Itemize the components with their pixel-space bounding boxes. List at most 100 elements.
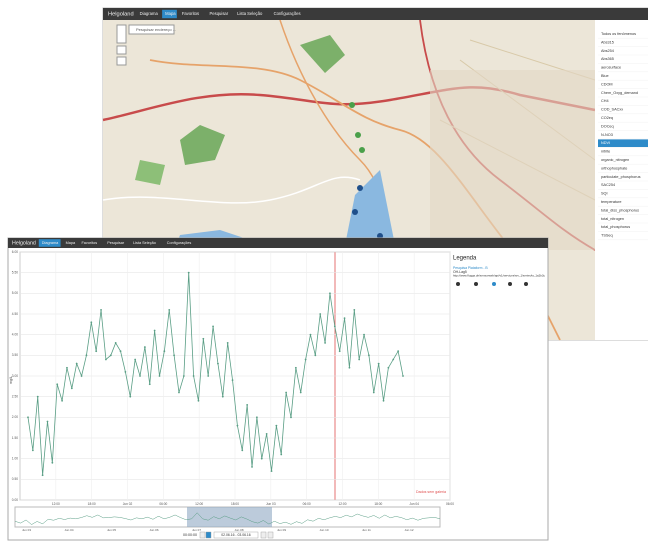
phenomenon[interactable]: SAC254 [601,183,615,187]
data-point [163,350,165,352]
phenomenon[interactable]: particulate_phosphorus [601,175,641,179]
y-tick-label: 5.50 [12,271,18,275]
data-point [120,350,122,352]
legend-action[interactable] [456,282,460,286]
data-point [237,425,239,427]
control-button[interactable] [206,532,211,538]
phenomenon[interactable]: total_diss_phosphorus [601,208,639,212]
y-tick-label: 0.00 [12,498,18,502]
data-point [344,317,346,319]
nav-item[interactable]: Favoritos [182,11,199,16]
phenomenon[interactable]: Abs254 [601,49,614,53]
data-point [149,383,151,385]
control-button[interactable] [261,532,266,538]
phenomenon[interactable]: Chem_Oxyg_demand [601,91,638,95]
nav-item[interactable]: Pesquisar [107,241,125,245]
nav-item[interactable]: Lista Seleção [133,241,156,245]
phenomenon[interactable]: Abs315 [601,40,614,44]
data-point [100,309,102,311]
data-point [324,342,326,344]
data-point [392,359,394,361]
data-point [305,359,307,361]
data-point [193,375,195,377]
legend-action[interactable] [474,282,478,286]
overview-selection[interactable] [187,507,272,527]
control-time: 00:00:00 [183,533,197,537]
y-tick-label: 2.50 [12,395,18,399]
x-tick-label: Jun 02 [123,502,133,506]
data-point [183,375,185,377]
phenomenon[interactable]: CO2eq [601,116,613,120]
nav-item[interactable]: Configurações [274,11,301,16]
phenomenon[interactable]: N-NO3 [601,133,613,137]
overview-label: Jun 07 [192,528,201,532]
data-point [47,421,49,423]
data-point [173,354,175,356]
nav-item[interactable]: Diagrama [140,11,159,16]
phenomenon[interactable]: TSSeq [601,234,613,238]
legend-station: OH-Lag5 [453,270,467,274]
data-point [86,354,88,356]
data-point [51,462,53,464]
nav-item[interactable]: Diagrama [42,241,59,245]
data-point [397,350,399,352]
phenomenon[interactable]: DOCeq [601,124,614,128]
data-point [383,400,385,402]
nav-item[interactable]: Pesquisar [210,11,229,16]
phenomenon[interactable]: total_nitrogen [601,217,624,221]
legend-action[interactable] [492,282,496,286]
overview-label: Jun 10 [320,528,329,532]
nav-item[interactable]: Mapa [165,11,176,16]
data-point [271,470,273,472]
data-point [139,375,141,377]
overview-label: Jun 08 [235,528,244,532]
x-tick-label: 12:00 [339,502,347,506]
overview-label: Jun 12 [405,528,414,532]
data-point [222,396,224,398]
phenomenon[interactable]: Todos os fenômenos [601,32,636,36]
phenomenon[interactable]: orthophosphate [601,166,627,170]
phenomenon[interactable]: NDVI [601,141,610,145]
data-point [373,392,375,394]
data-point [212,326,214,328]
phenomenon[interactable]: SQI [601,192,608,196]
nav-item[interactable]: Lista Seleção [237,11,263,16]
phenomenon[interactable]: Blue [601,74,609,78]
data-point [217,363,219,365]
data-point [76,363,78,365]
data-point [202,338,204,340]
data-point [339,350,341,352]
control-button[interactable] [200,532,205,538]
y-tick-label: 1.00 [12,457,18,461]
page: {"map_window": { "nav": ["Helgoland", "D… [0,0,648,542]
legend-action[interactable] [508,282,512,286]
overview-label: Jun 09 [277,528,286,532]
phenomenon[interactable]: CH4 [601,99,609,103]
y-tick-label: 4.00 [12,333,18,337]
data-point [232,379,234,381]
nav-item[interactable]: Favoritos [81,241,97,245]
legend-url: http://www.fluggs.de/sensorweb/api/v1/se… [453,275,546,278]
control-button[interactable] [268,532,273,538]
phenomenon[interactable]: Abs365 [601,57,614,61]
x-tick-label: Jun 04 [409,502,419,506]
x-tick-label: 06:00 [159,502,167,506]
data-point [159,375,161,377]
phenomenon[interactable]: aerosurface [601,66,621,70]
data-point [402,375,404,377]
data-point [310,334,312,336]
phenomenon[interactable]: total_phosphorus [601,225,630,229]
phenomenon[interactable]: COD_SACxx [601,108,623,112]
phenomenon[interactable]: organic_nitrogen [601,158,629,162]
data-point [207,375,209,377]
phenomenon[interactable]: CDOM [601,82,613,86]
phenomenon[interactable]: temperature [601,200,621,204]
search-placeholder: Pesquisar endereço ... [136,27,176,32]
nav-item[interactable]: Mapa [66,241,76,245]
data-point [368,354,370,356]
nav-item[interactable]: Configurações [167,241,192,245]
data-point [378,363,380,365]
data-point [198,400,200,402]
phenomenon[interactable]: nitrite [601,150,610,154]
legend-action[interactable] [524,282,528,286]
